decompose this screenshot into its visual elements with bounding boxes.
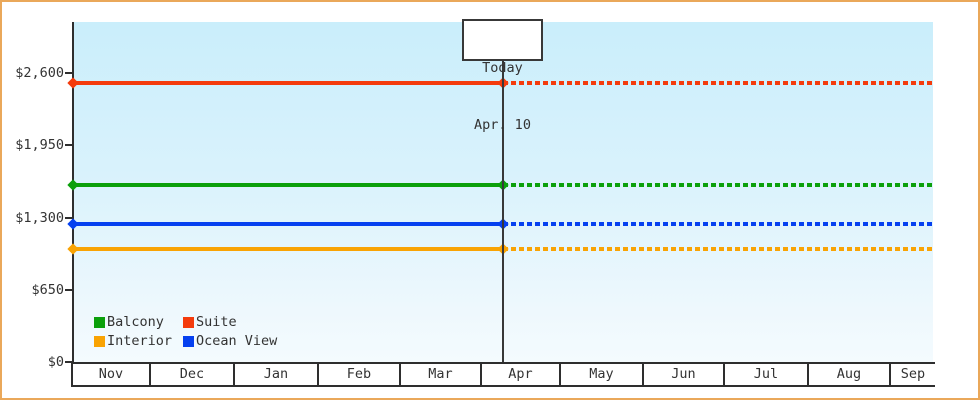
series-suite-solid-segment xyxy=(73,81,503,85)
x-axis-month-band: Nov Dec Jan Feb Mar Apr May Jun Jul Aug … xyxy=(71,364,935,387)
x-axis-month-label: Nov xyxy=(73,364,151,385)
series-line-ocean-view xyxy=(2,218,978,230)
legend-label: Balcony xyxy=(107,314,164,330)
y-axis-tick xyxy=(65,72,73,74)
legend-label: Suite xyxy=(196,314,237,330)
ocean-view-swatch-icon xyxy=(183,336,194,347)
y-axis-label: $650 xyxy=(31,282,64,298)
series-ocean-view-solid-segment xyxy=(73,222,503,226)
y-axis-label: $1,300 xyxy=(15,210,64,226)
today-marker-line xyxy=(502,60,504,362)
x-axis-month-label: Jul xyxy=(725,364,809,385)
y-axis-label: $1,950 xyxy=(15,137,64,153)
x-axis-month-label: May xyxy=(561,364,644,385)
series-ocean-view-dashed-segment xyxy=(503,222,933,226)
x-axis-month-label: Mar xyxy=(401,364,482,385)
x-axis-month-label: Sep xyxy=(900,366,926,382)
series-interior-dashed-segment xyxy=(503,247,933,251)
interior-swatch-icon xyxy=(94,336,105,347)
x-axis-month-label: Jan xyxy=(235,364,319,385)
series-line-suite xyxy=(2,77,978,89)
y-axis-label: $2,600 xyxy=(15,65,64,81)
legend-label: Ocean View xyxy=(196,333,278,349)
series-line-balcony xyxy=(2,179,978,191)
x-axis-month-label: Aug xyxy=(809,364,891,385)
legend-item-suite: Suite xyxy=(183,314,237,330)
today-annotation-box: Today Apr. 10 xyxy=(462,19,543,133)
today-annotation-line2: Apr. 10 xyxy=(474,117,531,133)
today-annotation-line1: Today xyxy=(482,60,523,76)
y-axis-tick xyxy=(65,144,73,146)
series-suite-dashed-segment xyxy=(503,81,933,85)
y-axis-tick xyxy=(65,361,73,363)
series-interior-solid-segment xyxy=(73,247,503,251)
y-axis-tick xyxy=(65,289,73,291)
series-balcony-solid-segment xyxy=(73,183,503,187)
x-axis-month-label: Apr xyxy=(482,364,561,385)
x-axis-month-label: Dec xyxy=(151,364,235,385)
legend-item-ocean-view: Ocean View xyxy=(183,333,278,349)
y-axis-label: $0 xyxy=(47,354,64,370)
legend-label: Interior xyxy=(107,333,173,349)
x-axis-month-label: Jun xyxy=(644,364,725,385)
legend-item-balcony: Balcony xyxy=(94,314,164,330)
x-axis-line xyxy=(71,362,935,364)
suite-swatch-icon xyxy=(183,317,194,328)
x-axis-month-label: Feb xyxy=(319,364,401,385)
y-axis-line xyxy=(72,22,74,364)
balcony-swatch-icon xyxy=(94,317,105,328)
legend-item-interior: Interior xyxy=(94,333,173,349)
y-axis-tick xyxy=(65,217,73,219)
series-line-interior xyxy=(2,243,978,255)
series-balcony-dashed-segment xyxy=(503,183,933,187)
